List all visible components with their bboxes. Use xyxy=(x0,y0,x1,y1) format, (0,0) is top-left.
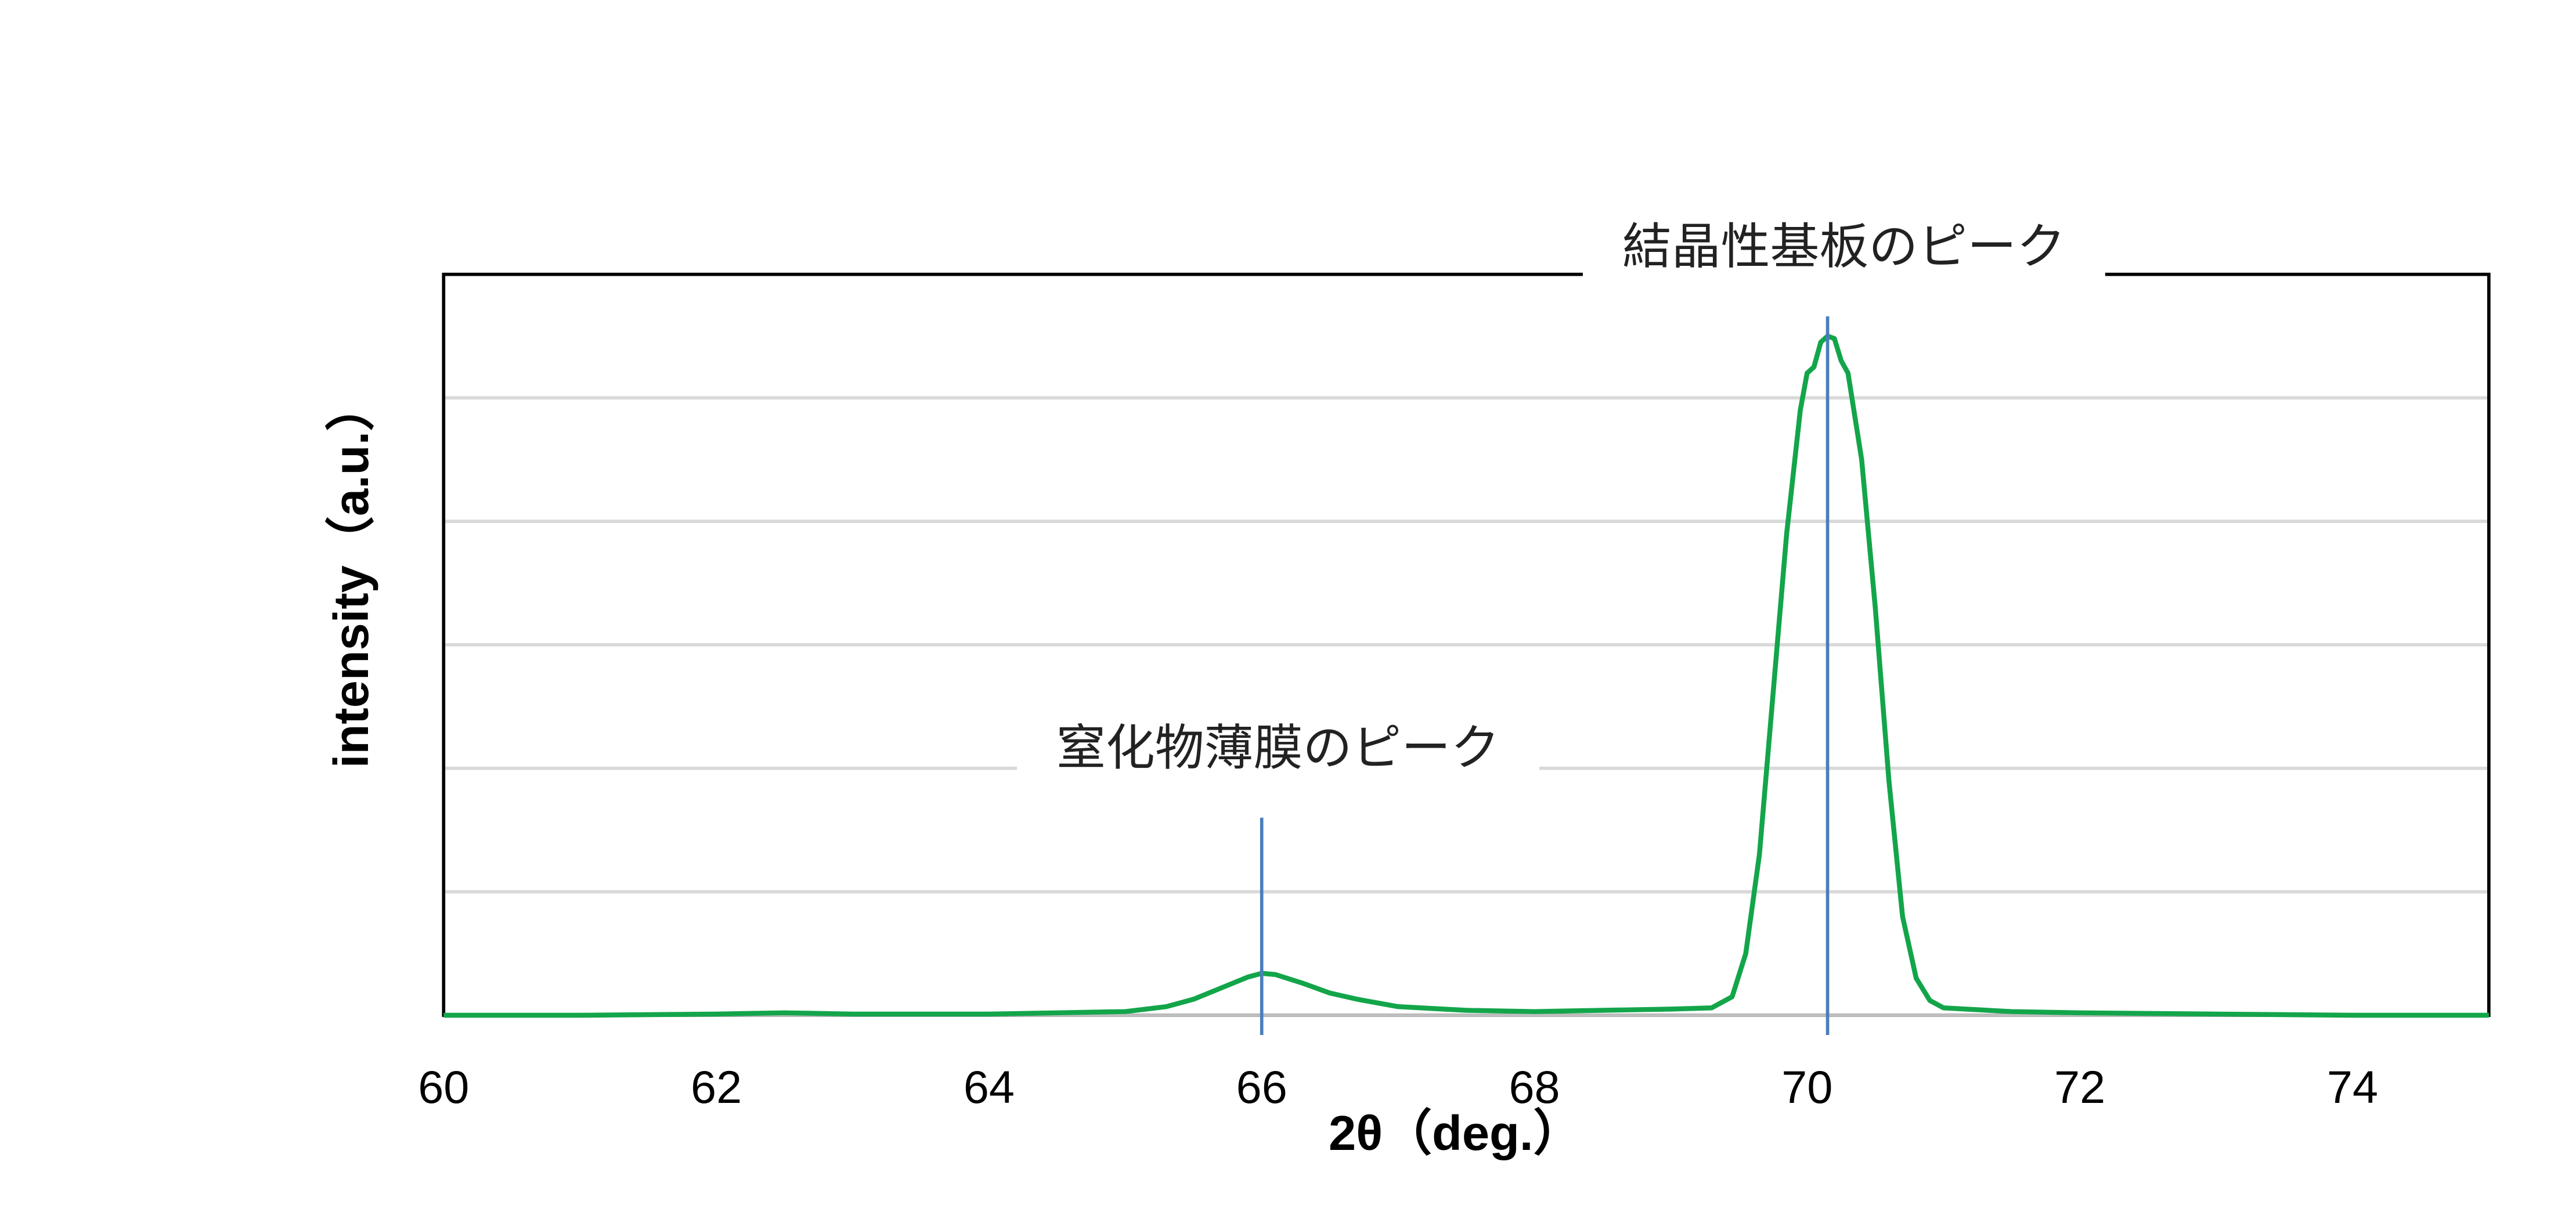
x-tick-label: 74 xyxy=(2327,1061,2378,1113)
x-tick-label: 62 xyxy=(691,1061,742,1113)
x-tick-label: 72 xyxy=(2054,1061,2105,1113)
annotation-background xyxy=(1582,208,2105,286)
y-axis-title: intensity（a.u.） xyxy=(323,382,378,768)
annotation-background xyxy=(1017,709,1539,787)
x-tick-label: 68 xyxy=(1509,1061,1560,1113)
annotation-label: 窒化物薄膜のピーク xyxy=(1056,719,1500,777)
data-line xyxy=(443,333,2489,1018)
x-tick-label: 64 xyxy=(964,1061,1015,1113)
x-axis-title: 2θ（deg.） xyxy=(1329,1105,1582,1160)
x-tick-label: 60 xyxy=(418,1061,469,1113)
x-tick-label: 66 xyxy=(1236,1061,1287,1113)
annotation-label: 結晶性基板のピーク xyxy=(1622,218,2066,276)
x-tick-label: 70 xyxy=(1781,1061,1832,1113)
